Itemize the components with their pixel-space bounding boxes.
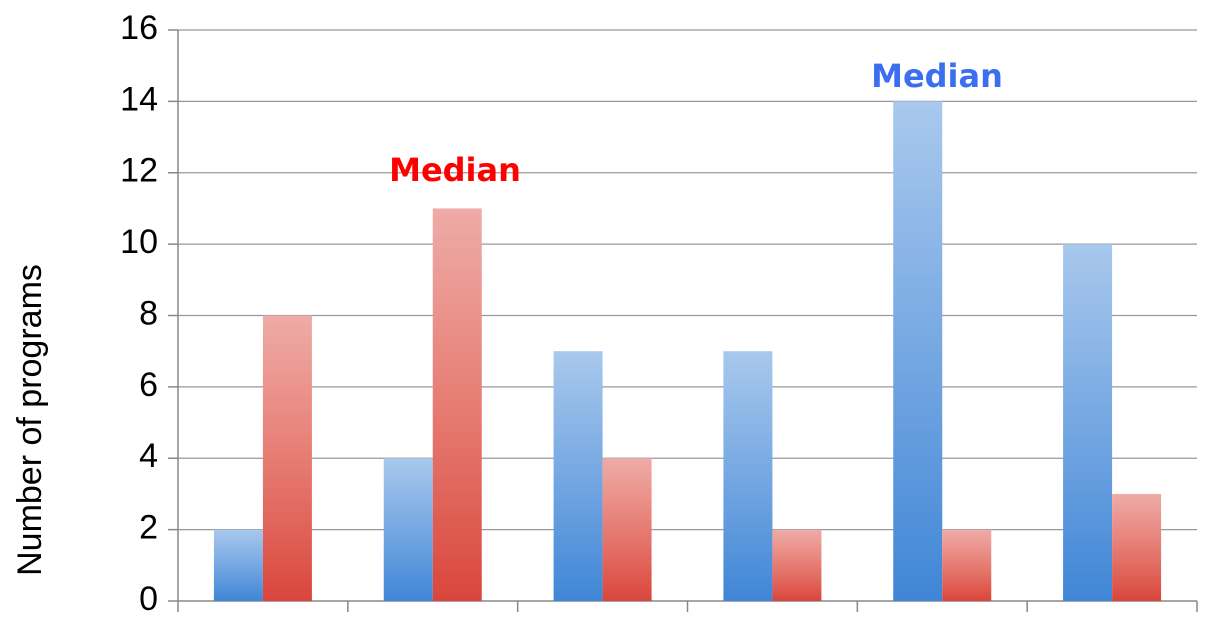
- bar: [772, 529, 822, 601]
- y-tick-label: 4: [139, 437, 158, 475]
- y-tick-label: 12: [120, 152, 158, 190]
- bar: [1063, 244, 1113, 601]
- y-axis-label: Number of programs: [11, 264, 49, 576]
- bar: [383, 458, 433, 601]
- bar: [602, 458, 652, 601]
- annotation: Median: [871, 57, 1003, 95]
- bar: [553, 351, 603, 601]
- bar: [262, 315, 312, 601]
- bar: [1112, 493, 1162, 601]
- y-tick-label: 8: [139, 294, 158, 332]
- y-tick-label: 0: [139, 580, 158, 618]
- y-tick-label: 14: [120, 80, 158, 118]
- bar: [942, 529, 992, 601]
- bar: [213, 529, 263, 601]
- y-tick-label: 6: [139, 366, 158, 404]
- y-tick-label: 10: [120, 223, 158, 261]
- y-tick-label: 2: [139, 509, 158, 547]
- y-tick-label: 16: [120, 9, 158, 47]
- bar: [723, 351, 773, 601]
- bar: [893, 101, 943, 601]
- annotation: Median: [389, 151, 521, 189]
- bar: [432, 208, 482, 601]
